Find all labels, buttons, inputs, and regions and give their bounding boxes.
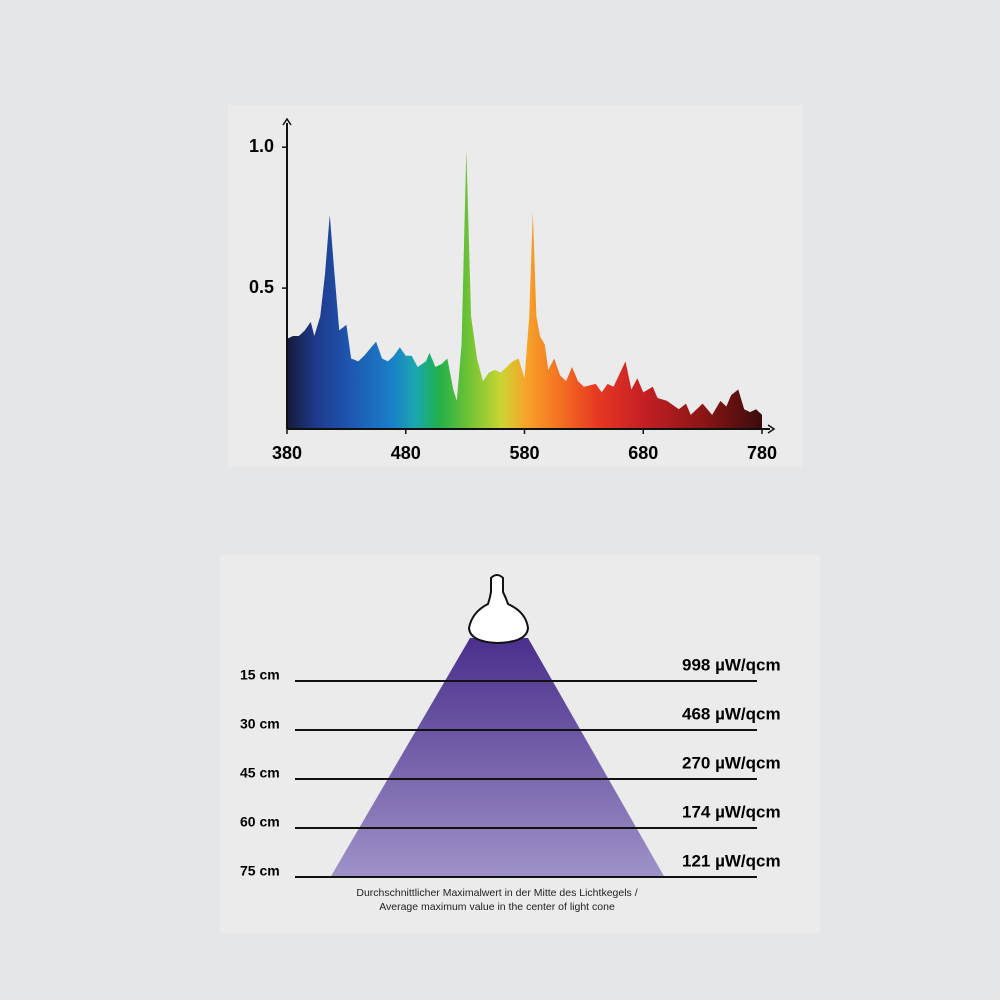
distance-label: 30 cm xyxy=(240,716,280,732)
x-tick-label: 480 xyxy=(391,443,421,463)
intensity-label: 270 µW/qcm xyxy=(682,753,781,772)
x-tick-label: 380 xyxy=(272,443,302,463)
distance-label: 15 cm xyxy=(240,667,280,683)
footnote: Durchschnittlicher Maximalwert in der Mi… xyxy=(356,887,637,899)
x-tick-label: 580 xyxy=(509,443,539,463)
light-cone xyxy=(330,638,665,878)
distance-label: 60 cm xyxy=(240,814,280,830)
cone-diagram: 15 cm 998 µW/qcm 30 cm 468 µW/qcm 45 cm 270 µ… xyxy=(240,574,781,913)
x-axis-arrow xyxy=(767,424,776,434)
intensity-label: 174 µW/qcm xyxy=(682,802,781,821)
x-tick-label: 680 xyxy=(628,443,658,463)
spectrum-area xyxy=(287,150,762,429)
distance-label: 45 cm xyxy=(240,765,280,781)
y-tick-label: 1.0 xyxy=(249,136,274,156)
lamp-bulb xyxy=(467,574,530,645)
distance-label: 75 cm xyxy=(240,863,280,879)
y-axis-arrow xyxy=(282,117,292,126)
footnote: Average maximum value in the center of l… xyxy=(379,901,615,913)
spectrum-chart: 380 480 580 680 780 0.5 1.0 xyxy=(249,117,777,463)
intensity-label: 468 µW/qcm xyxy=(682,704,781,723)
intensity-label: 998 µW/qcm xyxy=(682,655,781,674)
x-tick-label: 780 xyxy=(747,443,777,463)
intensity-label: 121 µW/qcm xyxy=(682,851,781,870)
y-tick-label: 0.5 xyxy=(249,277,274,297)
